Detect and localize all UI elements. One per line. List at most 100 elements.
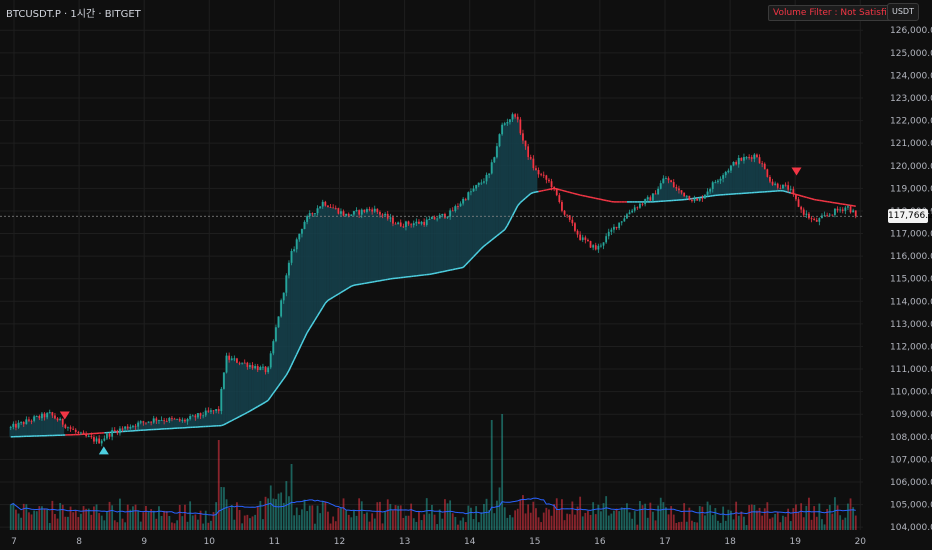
band-fill-slice xyxy=(9,426,13,437)
volume-bar xyxy=(719,522,722,530)
candle-body xyxy=(620,221,623,223)
candle-body xyxy=(150,421,153,423)
band-fill-slice xyxy=(669,182,673,201)
candle-body xyxy=(360,209,363,215)
band-fill-slice xyxy=(191,415,195,428)
volume-bar xyxy=(509,514,511,530)
band-segment xyxy=(319,306,324,312)
volume-bar xyxy=(592,502,595,530)
volume-bar xyxy=(821,519,823,530)
band-fill-slice xyxy=(446,216,449,271)
volume-bar xyxy=(119,498,121,530)
candle-body xyxy=(849,206,852,213)
band-segment xyxy=(249,408,253,412)
currency-button[interactable]: USDT xyxy=(887,3,919,21)
time-axis[interactable]: 7 8 9 10 11 12 13 14 15 16 17 18 19 20 xyxy=(11,537,866,547)
band-fill-slice xyxy=(155,420,158,430)
volume-bar xyxy=(54,513,56,530)
price-tick-label: 121,000.0 xyxy=(890,139,932,149)
volume-bar xyxy=(350,517,353,530)
volume-bar xyxy=(262,519,264,530)
band-segment xyxy=(782,190,786,193)
volume-bar xyxy=(202,523,205,530)
band-fill-slice xyxy=(383,213,387,280)
band-fill-slice xyxy=(139,421,143,431)
volume-bar xyxy=(371,513,374,530)
volume-bar xyxy=(108,501,111,530)
band-fill-slice xyxy=(347,215,351,288)
band-fill-slice xyxy=(316,208,319,316)
trend-band-line xyxy=(10,187,856,438)
band-fill-slice xyxy=(425,219,429,275)
candle-body xyxy=(332,207,335,209)
volume-bar xyxy=(685,521,688,530)
band-fill-slice xyxy=(519,133,522,203)
candle-body xyxy=(815,219,818,222)
candle-body xyxy=(654,193,657,195)
candle-body xyxy=(753,154,756,159)
candle-body xyxy=(381,214,384,216)
volume-bar xyxy=(25,504,28,530)
candle-body xyxy=(704,194,706,199)
volume-bar xyxy=(769,518,771,530)
band-fill-slice xyxy=(188,416,192,428)
volume-bar xyxy=(233,519,236,530)
candle-body xyxy=(87,436,90,437)
volume-bar xyxy=(342,498,345,530)
volume-bar xyxy=(743,516,745,530)
candle-body xyxy=(652,193,654,201)
volume-bar xyxy=(446,503,449,530)
band-fill-slice xyxy=(207,411,210,427)
volume-bar xyxy=(397,505,400,530)
candle-body xyxy=(821,215,823,219)
band-fill-slice xyxy=(222,372,226,425)
band-fill-slice xyxy=(53,418,57,436)
candle-body xyxy=(529,157,532,159)
volume-bar xyxy=(191,515,194,530)
candle-body xyxy=(48,412,51,414)
candle-body xyxy=(147,421,150,423)
band-segment xyxy=(221,423,225,427)
volume-bar xyxy=(38,506,41,530)
candle-body xyxy=(202,415,205,417)
candle-body xyxy=(532,158,535,169)
candle-body xyxy=(685,195,688,197)
band-fill-slice xyxy=(409,225,413,277)
band-fill-slice xyxy=(493,157,496,238)
candle-body xyxy=(828,214,831,216)
candle-body xyxy=(314,213,316,214)
volume-bar xyxy=(106,510,108,530)
volume-bar xyxy=(841,519,844,530)
candle-body xyxy=(735,161,738,165)
volume-bar xyxy=(763,508,766,530)
volume-bar xyxy=(662,502,665,530)
volume-bar xyxy=(158,506,160,530)
volume-bar xyxy=(581,516,584,530)
volume-bar xyxy=(451,513,454,530)
candle-body xyxy=(334,207,337,209)
band-fill-slice xyxy=(342,215,345,291)
band-segment xyxy=(283,374,287,380)
volume-bar xyxy=(9,504,12,530)
volume-bar xyxy=(425,498,428,530)
candle-body xyxy=(12,423,15,427)
band-fill-slice xyxy=(58,418,62,436)
band-segment xyxy=(442,270,446,273)
volume-bar xyxy=(823,524,826,530)
time-tick-label: 18 xyxy=(724,537,736,547)
band-segment xyxy=(301,337,306,344)
band-fill-slice xyxy=(508,119,512,221)
volume-bar xyxy=(545,507,548,530)
band-fill-slice xyxy=(368,209,371,283)
volume-bar xyxy=(35,511,38,530)
candle-body xyxy=(805,213,808,215)
band-fill-slice xyxy=(308,213,312,329)
candle-body xyxy=(795,194,797,200)
price-axis[interactable]: 126,000.0 125,000.0 124,000.0 123,000.0 122,… xyxy=(890,26,932,533)
volume-bar xyxy=(818,503,821,530)
candle-body xyxy=(9,426,12,428)
sell-signal-marker xyxy=(791,167,802,176)
candle-body xyxy=(264,366,267,373)
candle-body xyxy=(454,206,457,211)
